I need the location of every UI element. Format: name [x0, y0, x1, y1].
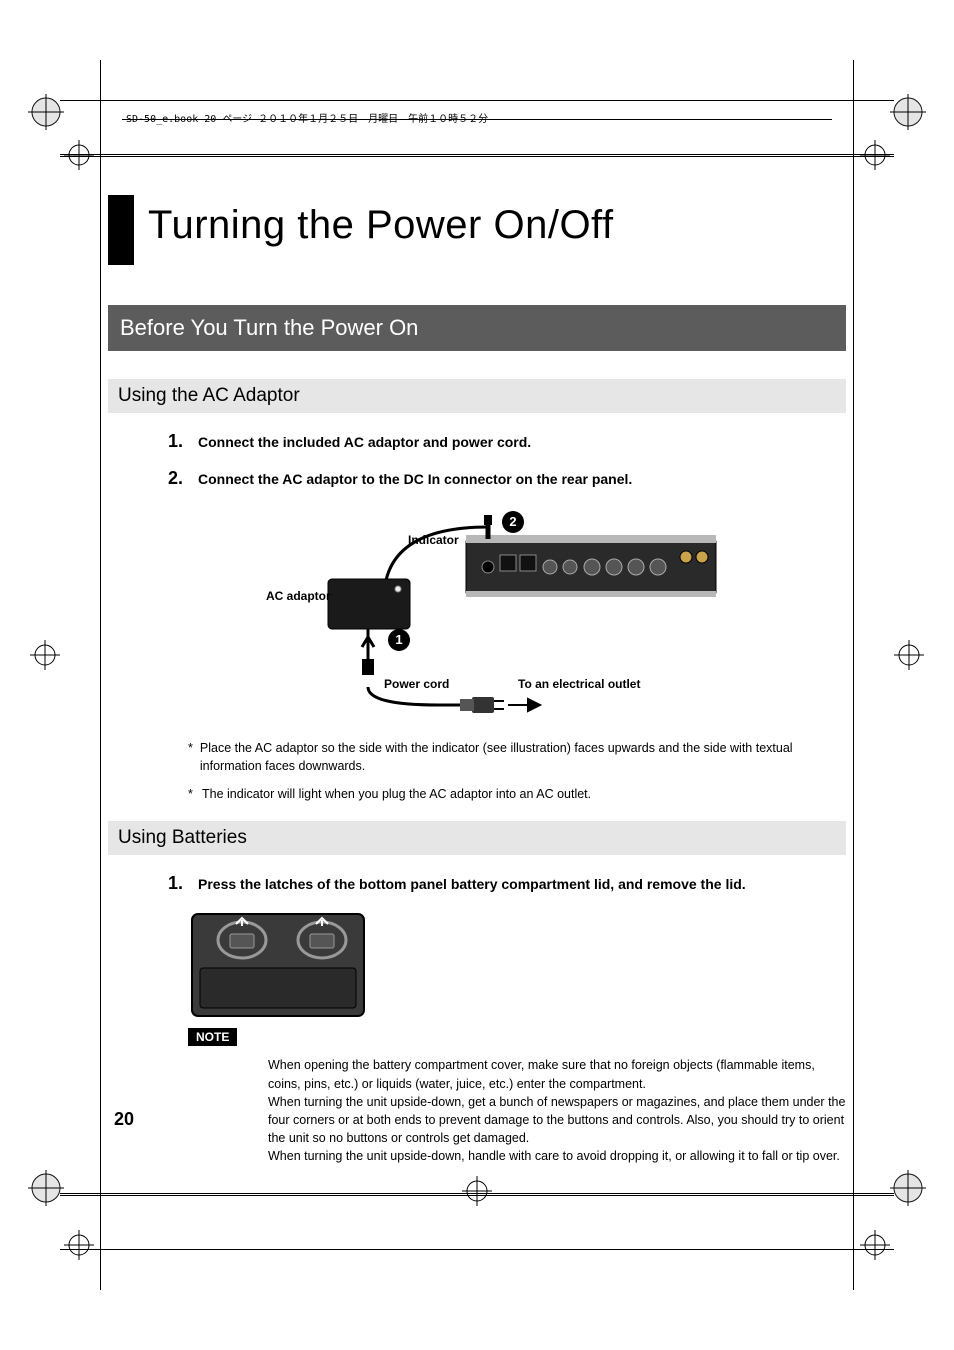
battery-note-3: When turning the unit upside-down, handl… — [268, 1147, 846, 1165]
battery-note-3-text: When turning the unit upside-down, handl… — [268, 1147, 846, 1165]
step-2: 2. Connect the AC adaptor to the DC In c… — [168, 468, 846, 489]
reg-mark-tr — [890, 94, 926, 130]
battery-note-1: When opening the battery compartment cov… — [268, 1056, 846, 1092]
cross-mr — [894, 640, 924, 670]
page-content: Turning the Power On/Off Before You Turn… — [108, 195, 846, 1165]
cross-bc — [462, 1176, 492, 1206]
page-title: Turning the Power On/Off — [148, 203, 614, 248]
frame-top — [60, 100, 894, 101]
reg-mark-bl — [28, 1170, 64, 1206]
step-1-num: 1. — [168, 431, 192, 452]
section-heading: Before You Turn the Power On — [108, 305, 846, 351]
battery-notes: When opening the battery compartment cov… — [268, 1056, 846, 1165]
footnote-2: * The indicator will light when you plug… — [188, 785, 846, 803]
frame-left — [100, 60, 101, 1290]
battery-steps: 1. Press the latches of the bottom panel… — [168, 873, 846, 894]
cross-ml — [30, 640, 60, 670]
step-1-text: Connect the included AC adaptor and powe… — [198, 434, 531, 450]
footnote-1: * Place the AC adaptor so the side with … — [188, 739, 846, 775]
battery-compartment-figure — [188, 910, 368, 1020]
cross-tl — [64, 140, 94, 170]
frame-bottom — [60, 1249, 894, 1250]
ac-adaptor-diagram: AC adaptor Indicator Power cord To an el… — [188, 509, 846, 719]
footnote-1-text: Place the AC adaptor so the side with th… — [200, 739, 846, 775]
label-indicator: Indicator — [408, 533, 459, 547]
step-2-num: 2. — [168, 468, 192, 489]
label-ac-adaptor: AC adaptor — [266, 589, 331, 603]
diagram-marker-1: 1 — [388, 629, 410, 651]
subsection-batteries: Using Batteries — [108, 821, 846, 855]
frame-top-inner2 — [60, 156, 894, 157]
cross-tr — [860, 140, 890, 170]
subsection-ac-adaptor: Using the AC Adaptor — [108, 379, 846, 413]
frame-right — [853, 60, 854, 1290]
asterisk-icon: * — [188, 785, 202, 803]
page-number: 20 — [114, 1109, 134, 1130]
cross-bl — [64, 1230, 94, 1260]
asterisk-icon: * — [188, 739, 200, 775]
reg-mark-tl — [28, 94, 64, 130]
reg-mark-br — [890, 1170, 926, 1206]
note-badge: NOTE — [188, 1028, 237, 1046]
battery-step-1-num: 1. — [168, 873, 192, 894]
ac-footnotes: * Place the AC adaptor so the side with … — [188, 739, 846, 803]
cross-br — [860, 1230, 890, 1260]
footnote-2-text: The indicator will light when you plug t… — [202, 785, 591, 803]
book-header-text: SD-50_e.book 20 ページ ２０１０年１月２５日 月曜日 午前１０時… — [126, 110, 488, 125]
label-to-outlet: To an electrical outlet — [518, 677, 640, 691]
battery-note-1-text: When opening the battery compartment cov… — [268, 1056, 846, 1092]
step-1: 1. Connect the included AC adaptor and p… — [168, 431, 846, 452]
diagram-marker-2: 2 — [502, 511, 524, 533]
battery-step-1-text: Press the latches of the bottom panel ba… — [198, 876, 746, 892]
label-power-cord: Power cord — [384, 677, 449, 691]
battery-step-1: 1. Press the latches of the bottom panel… — [168, 873, 846, 894]
chapter-tab — [108, 195, 134, 265]
battery-note-2: When turning the unit upside-down, get a… — [268, 1093, 846, 1147]
battery-note-2-text: When turning the unit upside-down, get a… — [268, 1093, 846, 1147]
ac-steps: 1. Connect the included AC adaptor and p… — [168, 431, 846, 489]
frame-top-inner — [60, 154, 894, 155]
step-2-text: Connect the AC adaptor to the DC In conn… — [198, 471, 632, 487]
